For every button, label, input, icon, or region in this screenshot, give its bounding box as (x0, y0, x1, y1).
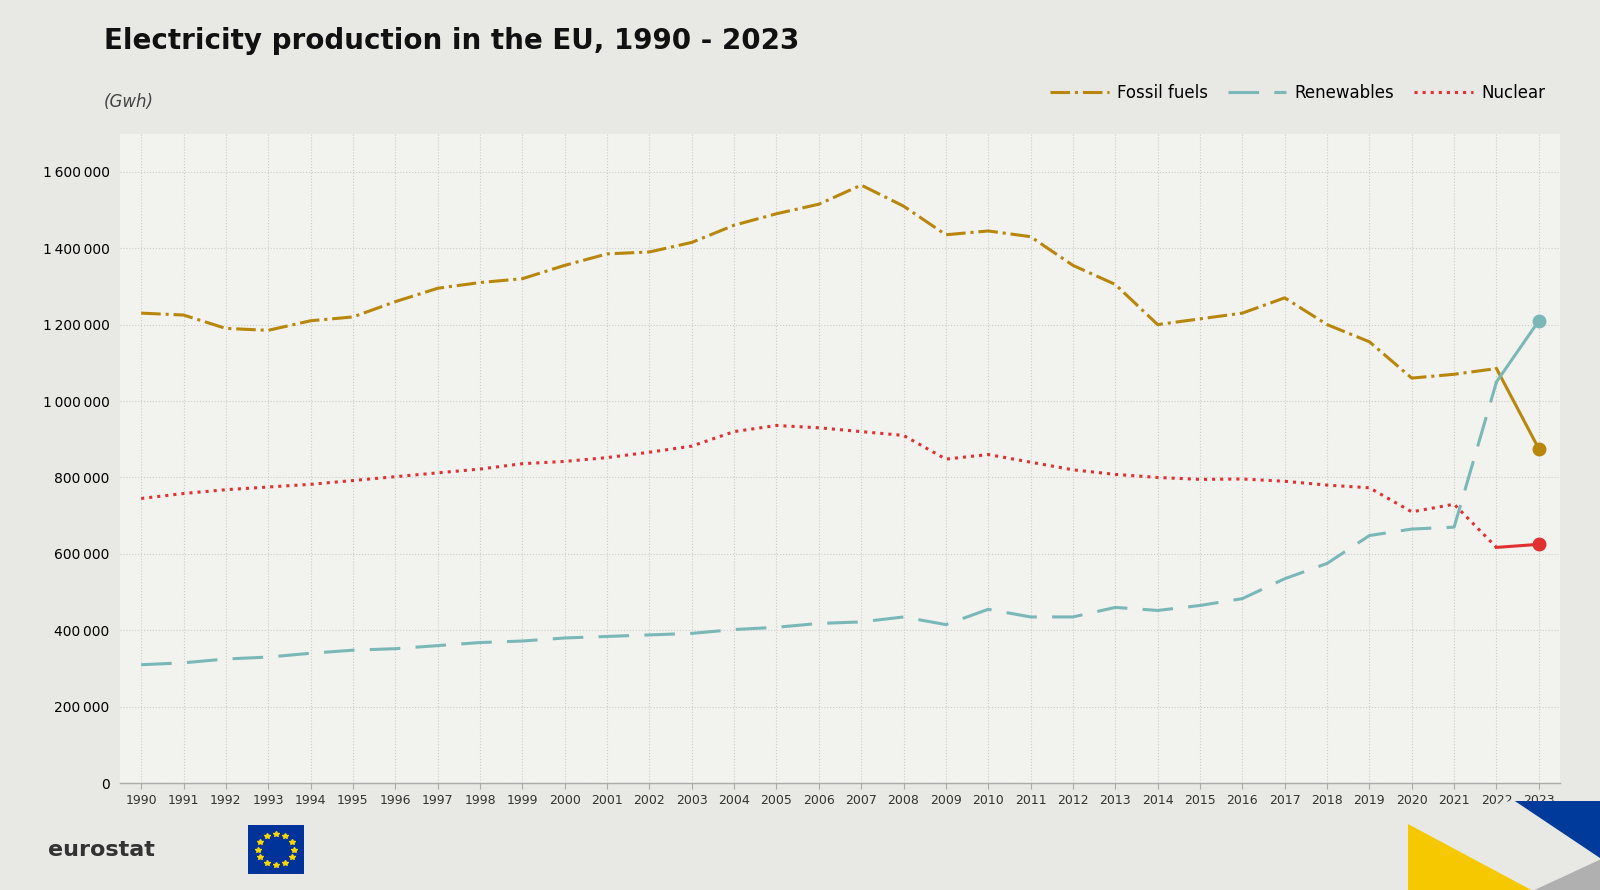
Text: (Gwh): (Gwh) (104, 93, 154, 111)
Text: Electricity production in the EU, 1990 - 2023: Electricity production in the EU, 1990 -… (104, 27, 800, 54)
Text: eurostat: eurostat (48, 840, 155, 860)
Polygon shape (1514, 801, 1600, 859)
Legend: Fossil fuels, Renewables, Nuclear: Fossil fuels, Renewables, Nuclear (1043, 77, 1552, 109)
Polygon shape (1533, 859, 1600, 890)
Polygon shape (1408, 801, 1600, 890)
Text: preliminary: preliminary (1502, 822, 1574, 835)
Polygon shape (1408, 823, 1533, 890)
